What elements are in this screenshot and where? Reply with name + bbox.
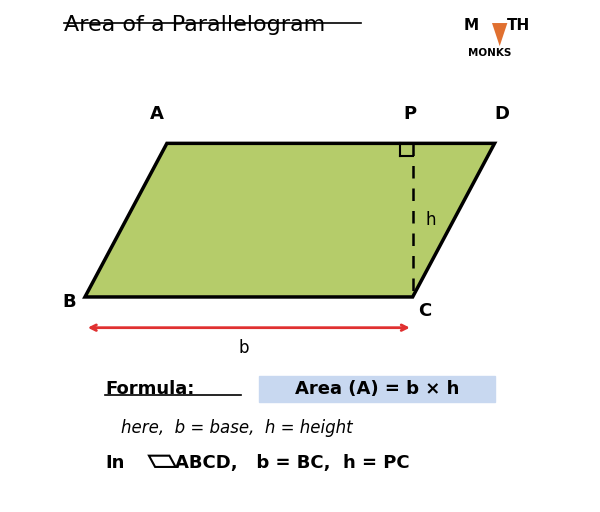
Text: M: M	[464, 18, 479, 33]
Polygon shape	[85, 143, 494, 297]
Text: B: B	[63, 293, 76, 311]
Text: MONKS: MONKS	[468, 48, 511, 58]
Text: A: A	[150, 105, 164, 123]
Text: C: C	[418, 302, 431, 320]
Text: D: D	[495, 105, 510, 123]
Text: In: In	[106, 454, 125, 473]
Text: Area of a Parallelogram: Area of a Parallelogram	[64, 15, 326, 35]
Text: h: h	[425, 211, 436, 229]
Text: here,  b = base,  h = height: here, b = base, h = height	[121, 418, 352, 437]
Text: b: b	[238, 339, 249, 357]
Text: ABCD,   b = BC,  h = PC: ABCD, b = BC, h = PC	[175, 454, 409, 473]
Text: P: P	[404, 105, 416, 123]
Text: TH: TH	[508, 18, 530, 33]
Bar	[259, 376, 494, 402]
Text: Area (A) = b × h: Area (A) = b × h	[295, 380, 459, 398]
Polygon shape	[492, 23, 508, 46]
Text: Formula:: Formula:	[106, 380, 195, 398]
